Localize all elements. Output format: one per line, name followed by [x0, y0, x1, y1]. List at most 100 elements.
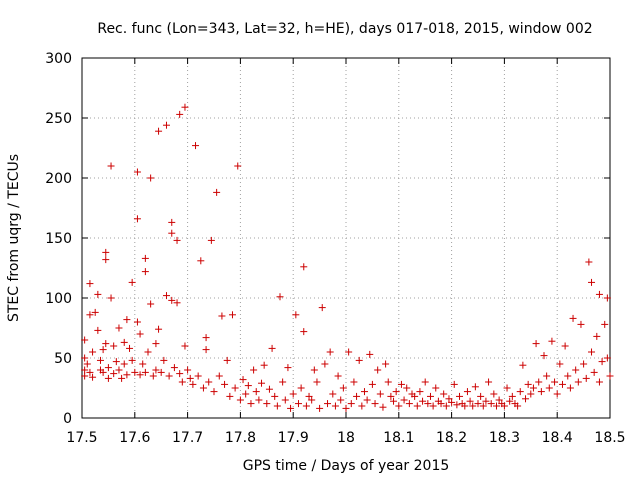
data-point	[91, 308, 99, 316]
data-point	[141, 254, 149, 262]
data-point	[577, 320, 585, 328]
data-point	[305, 392, 313, 400]
data-point	[173, 299, 181, 307]
data-point	[157, 368, 165, 376]
data-point	[574, 378, 582, 386]
data-point	[152, 340, 160, 348]
data-point	[445, 395, 453, 403]
data-point	[176, 110, 184, 118]
data-point	[194, 372, 202, 380]
data-point	[379, 403, 387, 411]
data-point	[321, 360, 329, 368]
data-point	[279, 378, 287, 386]
data-point	[126, 344, 134, 352]
data-point	[492, 402, 500, 410]
data-point	[527, 390, 535, 398]
data-point	[558, 380, 566, 388]
data-point	[289, 390, 297, 398]
y-tick-label: 200	[45, 171, 72, 187]
data-point	[561, 342, 569, 350]
data-points	[81, 103, 614, 412]
data-point	[514, 402, 522, 410]
x-tick-label: 18.4	[542, 430, 573, 446]
data-point	[469, 402, 477, 410]
data-point	[403, 384, 411, 392]
data-point	[300, 328, 308, 336]
data-point	[186, 374, 194, 382]
data-point	[363, 396, 371, 404]
data-point	[107, 162, 115, 170]
data-point	[199, 384, 207, 392]
data-point	[215, 372, 223, 380]
data-point	[392, 388, 400, 396]
data-point	[601, 320, 609, 328]
data-point	[556, 360, 564, 368]
data-point	[503, 384, 511, 392]
data-point	[371, 400, 379, 408]
data-point	[580, 360, 588, 368]
data-point	[345, 348, 353, 356]
data-point	[374, 366, 382, 374]
data-point	[416, 388, 424, 396]
data-point	[595, 378, 603, 386]
data-point	[178, 378, 186, 386]
data-point	[297, 384, 305, 392]
x-axis: 17.5 17.6 17.7 17.8 17.9 18 18.1 18.2 18.3 18.4 18…	[66, 58, 626, 446]
data-point	[543, 372, 551, 380]
data-point	[250, 366, 258, 374]
data-point	[382, 360, 390, 368]
data-point	[263, 400, 271, 408]
data-point	[281, 396, 289, 404]
data-point	[551, 378, 559, 386]
data-point	[131, 368, 139, 376]
data-point	[223, 356, 231, 364]
data-point	[516, 388, 524, 396]
y-tick-label: 0	[63, 411, 72, 427]
data-point	[347, 400, 355, 408]
data-point	[482, 397, 490, 405]
data-point	[160, 356, 168, 364]
data-point	[81, 354, 89, 362]
data-point	[479, 402, 487, 410]
data-point	[387, 392, 395, 400]
data-point	[155, 127, 163, 135]
data-point	[228, 311, 236, 319]
data-point	[276, 293, 284, 301]
data-point	[168, 229, 176, 237]
data-point	[413, 402, 421, 410]
data-point	[437, 400, 445, 408]
data-point	[537, 388, 545, 396]
data-point	[258, 379, 266, 387]
x-tick-label: 17.9	[278, 430, 309, 446]
data-point	[260, 361, 268, 369]
y-tick-label: 100	[45, 291, 72, 307]
data-point	[355, 356, 363, 364]
data-point	[360, 388, 368, 396]
x-tick-label: 18.2	[436, 430, 467, 446]
data-point	[234, 162, 242, 170]
data-point	[81, 366, 89, 374]
data-point	[337, 396, 345, 404]
data-point	[519, 361, 527, 369]
data-point	[118, 374, 126, 382]
data-point	[603, 354, 611, 362]
x-tick-label: 17.5	[66, 430, 97, 446]
data-point	[318, 304, 326, 312]
data-point	[564, 372, 572, 380]
data-point	[147, 174, 155, 182]
data-point	[218, 312, 226, 320]
data-point	[221, 380, 229, 388]
y-tick-label: 250	[45, 111, 72, 127]
data-point	[376, 390, 384, 398]
data-point	[210, 388, 218, 396]
data-point	[162, 292, 170, 300]
data-point	[405, 400, 413, 408]
data-point	[588, 348, 596, 356]
data-point	[598, 358, 606, 366]
data-point	[490, 390, 498, 398]
data-point	[300, 263, 308, 271]
chart-title: Rec. func (Lon=343, Lat=32, h=HE), days …	[97, 21, 592, 37]
data-point	[202, 334, 210, 342]
data-point	[545, 384, 553, 392]
data-point	[104, 364, 112, 372]
